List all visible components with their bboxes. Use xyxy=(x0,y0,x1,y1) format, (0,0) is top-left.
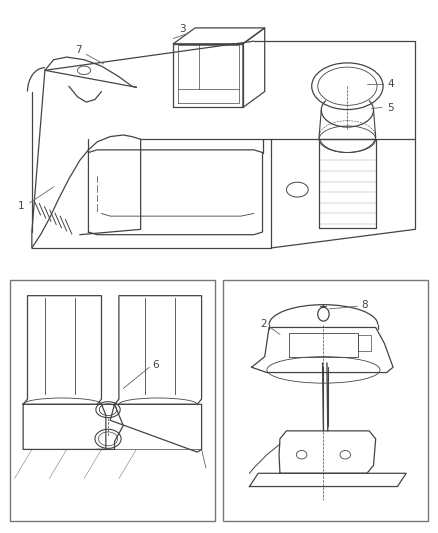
Text: 5: 5 xyxy=(387,103,393,114)
Text: 1: 1 xyxy=(18,200,24,211)
Text: 2: 2 xyxy=(260,319,267,329)
Text: 3: 3 xyxy=(179,24,185,34)
Text: 7: 7 xyxy=(75,45,82,55)
Text: 4: 4 xyxy=(388,78,394,88)
Text: 8: 8 xyxy=(361,300,368,310)
Text: 6: 6 xyxy=(152,360,159,369)
Bar xyxy=(10,280,215,521)
Bar xyxy=(223,280,428,521)
